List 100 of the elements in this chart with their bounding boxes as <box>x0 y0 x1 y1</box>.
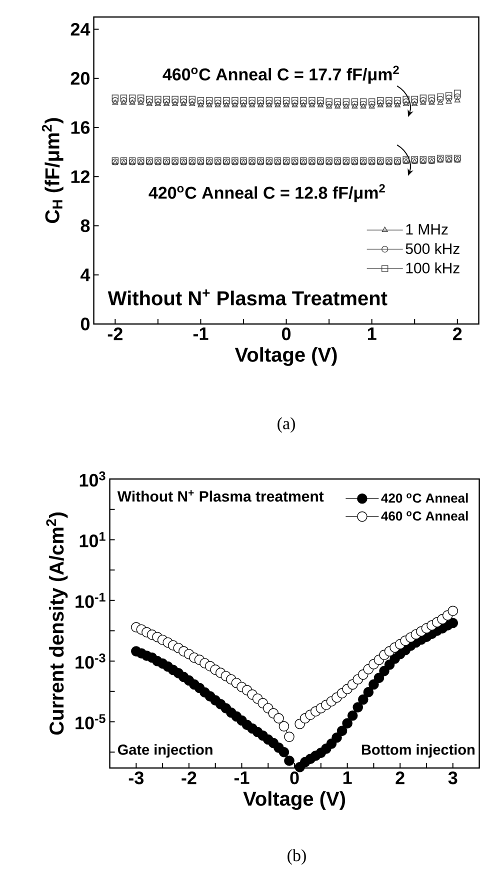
point <box>337 726 348 736</box>
point <box>454 90 461 96</box>
point <box>274 102 281 108</box>
point <box>363 686 374 698</box>
point <box>189 100 196 106</box>
point <box>342 718 353 728</box>
point <box>360 103 366 108</box>
y-tick-label: 10$^{-1}$ <box>76 592 106 608</box>
point <box>155 100 162 106</box>
text: (b) <box>288 849 306 865</box>
point <box>446 94 452 102</box>
point <box>358 694 368 705</box>
point <box>278 721 290 732</box>
point <box>274 713 284 724</box>
point <box>412 100 418 106</box>
x-axis-title: Voltage (V) <box>243 791 346 810</box>
point <box>224 102 230 108</box>
point <box>180 100 187 106</box>
point <box>278 746 290 758</box>
point <box>318 102 324 108</box>
point <box>448 606 458 616</box>
point <box>348 710 358 721</box>
point <box>454 97 460 102</box>
x-axis-title: Voltage (V) <box>235 347 337 366</box>
x-tick-label: -1 <box>234 772 250 784</box>
y-tick-label: 24 <box>70 22 90 36</box>
y-axis-title: C$_{H}$ (fF/μm$^{2}$) <box>42 118 64 224</box>
point <box>198 102 204 108</box>
x-tick-label: -2 <box>108 328 123 340</box>
point <box>309 102 316 108</box>
x-tick-label: -1 <box>194 328 208 340</box>
point <box>374 672 384 684</box>
x-tick-label: 1 <box>368 328 376 340</box>
x-tick-label: -3 <box>128 772 144 784</box>
point <box>332 732 342 743</box>
legend-label: 100 kHz <box>406 262 460 274</box>
point <box>129 100 136 105</box>
point <box>112 94 119 102</box>
point <box>146 96 153 103</box>
point <box>326 103 332 108</box>
x-tick-label: 0 <box>282 328 291 340</box>
point <box>334 103 341 108</box>
point <box>378 102 384 108</box>
point <box>188 98 196 106</box>
y-tick-label: 10$^{3}$ <box>80 471 106 487</box>
legend-label: 420 $^{o}$C Anneal <box>381 493 468 503</box>
point <box>352 702 364 712</box>
y-tick-label: 0 <box>81 318 90 330</box>
point <box>446 98 452 104</box>
point <box>300 102 306 108</box>
y-tick-label: 16 <box>71 121 90 134</box>
annotation: Bottom injection <box>362 744 475 758</box>
point <box>284 756 295 766</box>
point <box>420 100 426 105</box>
x-tick-label: 2 <box>396 772 404 784</box>
legend-label: 460 $^{o}$C Anneal <box>381 511 468 521</box>
point <box>437 100 444 105</box>
point <box>343 103 350 108</box>
x-tick-label: 3 <box>448 772 458 784</box>
x-tick-label: 2 <box>453 328 462 340</box>
annotation: 460$^{o}$C Anneal C = 17.7 fF/μm$^{2}$ <box>162 66 399 84</box>
x-tick-label: 1 <box>344 772 352 784</box>
point <box>146 100 152 106</box>
x-tick-label: -2 <box>182 772 196 784</box>
point <box>266 102 272 108</box>
point <box>394 102 401 108</box>
point <box>317 100 324 106</box>
point <box>292 102 298 108</box>
y-axis-title: Current density (A/cm$^{2}$) <box>46 512 68 735</box>
point <box>403 100 410 106</box>
point <box>112 100 118 105</box>
point <box>386 102 392 108</box>
y-tick-label: 20 <box>70 72 90 85</box>
point <box>172 100 178 106</box>
point <box>240 102 247 108</box>
annotation: Gate injection <box>118 744 212 758</box>
point <box>120 100 127 105</box>
y-tick-label: 12 <box>71 170 90 183</box>
point <box>197 97 204 104</box>
point <box>258 102 264 108</box>
annotation: Without N$^{+}$ Plasma Treatment <box>108 289 388 306</box>
legend-label: 1 MHz <box>406 224 448 235</box>
point <box>249 102 256 108</box>
y-tick-label: 8 <box>80 219 90 232</box>
point <box>454 93 461 100</box>
point <box>206 102 212 108</box>
point <box>448 618 458 628</box>
point <box>138 100 144 105</box>
point <box>138 97 144 104</box>
point <box>352 103 358 108</box>
point <box>369 103 375 108</box>
annotation: Without N$^{+}$ Plasma treatment <box>118 490 324 502</box>
annotation: 420$^{o}$C Anneal C = 12.8 fF/μm$^{2}$ <box>148 184 385 202</box>
point <box>284 732 295 742</box>
y-tick-label: 4 <box>80 268 90 282</box>
y-tick-label: 10$^{-5}$ <box>76 714 106 730</box>
x-tick-label: 0 <box>290 772 299 784</box>
point <box>326 98 333 106</box>
point <box>215 102 221 108</box>
y-tick-label: 10$^{-3}$ <box>76 653 106 669</box>
